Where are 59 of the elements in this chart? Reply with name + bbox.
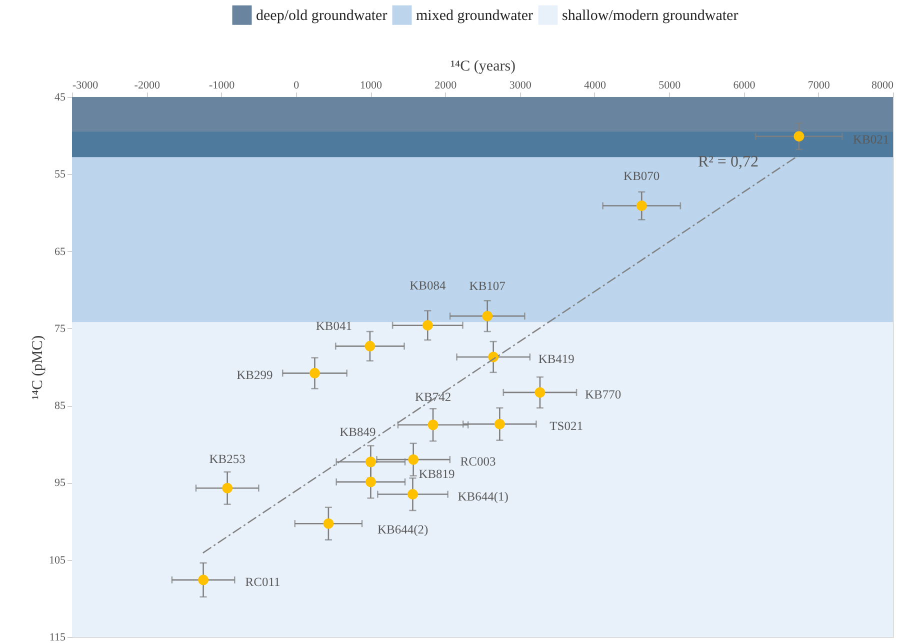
y-tick-label: 115 — [49, 632, 66, 643]
x-tick-label: 4000 — [584, 80, 606, 92]
annotation: KB084 — [410, 278, 446, 292]
annotation: R² = 0,72 — [698, 154, 758, 171]
annotation: KB849 — [340, 424, 376, 439]
x-tick-label: -2000 — [134, 80, 160, 92]
point — [198, 574, 209, 586]
annotation: RC011 — [245, 574, 280, 589]
point — [407, 489, 418, 500]
point — [794, 131, 804, 142]
x-tick-label: 7000 — [808, 80, 830, 92]
legend-label: mixed groundwater — [416, 8, 534, 24]
annotation: KB742 — [414, 390, 452, 404]
annotation: KB070 — [624, 168, 660, 183]
point — [364, 340, 376, 352]
y-tick-label: 45 — [54, 92, 66, 104]
y-tick-label: 75 — [54, 322, 66, 335]
annotation: KB644(2) — [377, 522, 428, 537]
point — [636, 200, 647, 212]
x-tick-label: 2000 — [434, 80, 458, 92]
annotation: KB253 — [209, 452, 246, 466]
point — [408, 454, 419, 465]
y-tick-label: 55 — [54, 168, 66, 181]
x-tick-label: 1000 — [360, 80, 383, 92]
legend-label: shallow/modern groundwater — [562, 8, 738, 24]
point — [365, 456, 376, 468]
point — [309, 368, 320, 378]
annotation: KB644(1) — [458, 489, 508, 504]
y-tick-label: 95 — [54, 477, 66, 490]
y-tick-label: 65 — [54, 246, 66, 258]
y-axis-title: ¹⁴C (pMC) — [30, 335, 46, 400]
annotation: KB299 — [236, 368, 273, 382]
legend-label: deep/old groundwater — [256, 8, 388, 24]
x-tick-label: 3000 — [509, 80, 532, 92]
x-tick-label: 8000 — [872, 80, 894, 92]
annotation: KB107 — [469, 279, 506, 294]
point — [422, 320, 433, 331]
x-tick-label: -3000 — [72, 80, 99, 92]
annotation: KB419 — [538, 352, 574, 366]
annotation: KB770 — [584, 387, 622, 402]
point — [534, 387, 546, 398]
annotation: KB819 — [418, 466, 455, 481]
x-axis-title: ¹⁴C (years) — [450, 58, 516, 74]
x-tick-label: 5000 — [658, 80, 682, 92]
annotation: RC003 — [460, 454, 496, 469]
annotation: KB021 — [852, 132, 890, 146]
annotation: TS021 — [550, 419, 584, 434]
point — [428, 420, 438, 430]
point — [222, 482, 233, 494]
x-tick-label: 0 — [294, 80, 300, 92]
y-tick-label: 85 — [54, 400, 66, 412]
x-tick-label: -1000 — [208, 80, 236, 92]
point — [494, 418, 505, 430]
y-tick-label: 105 — [49, 554, 66, 566]
point — [365, 476, 376, 488]
point — [482, 310, 493, 322]
point — [323, 518, 334, 529]
x-tick-label: 6000 — [733, 80, 756, 92]
annotation: KB041 — [316, 319, 352, 334]
